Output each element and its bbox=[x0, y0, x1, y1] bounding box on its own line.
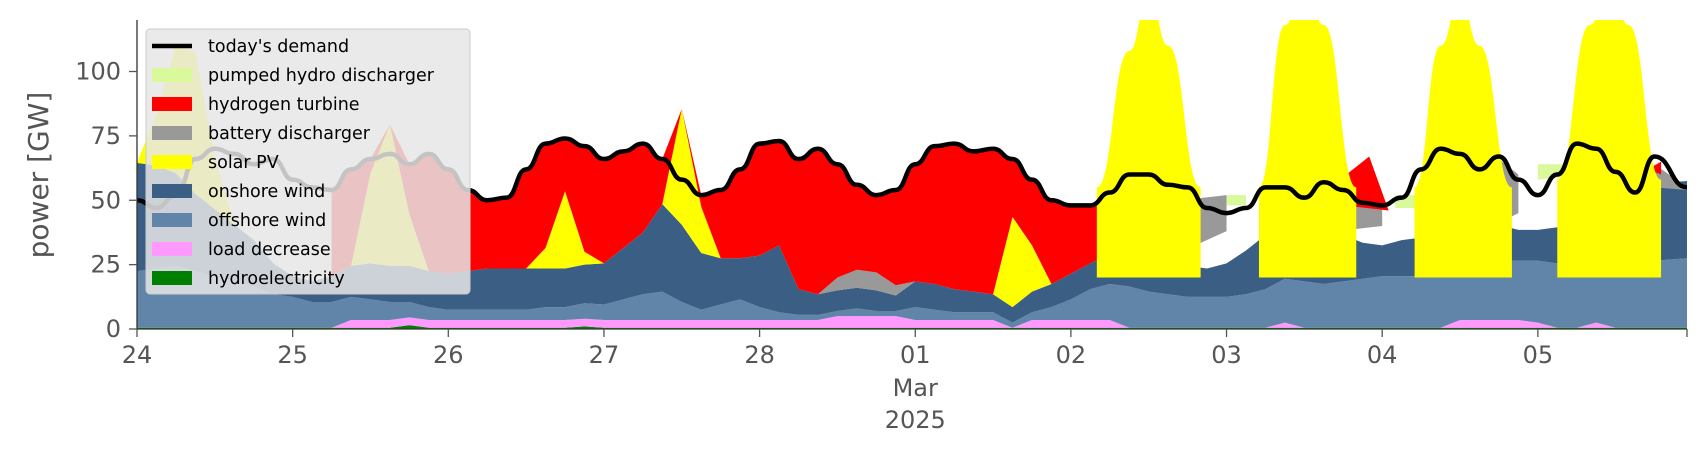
legend-label-hydrogen-turbine: hydrogen turbine bbox=[208, 95, 360, 115]
y-axis-label: power [GW] bbox=[22, 92, 55, 259]
area-onshore-wind bbox=[137, 162, 1687, 323]
area-pumped-hydro-discharger bbox=[1226, 195, 1246, 206]
y-tick-label: 75 bbox=[90, 122, 121, 150]
area-solar-pv-peak bbox=[1557, 20, 1662, 278]
area-hydrogen-turbine bbox=[331, 108, 1130, 295]
area-hydroelectricity bbox=[137, 325, 1687, 329]
x-year-label: 2025 bbox=[885, 406, 946, 434]
area-hydrogen-turbine bbox=[1648, 161, 1662, 175]
x-tick-label: 03 bbox=[1211, 341, 1242, 369]
area-offshore-wind bbox=[137, 253, 1687, 328]
area-solar-pv-peak bbox=[1258, 20, 1357, 278]
x-tick-label: 05 bbox=[1523, 341, 1554, 369]
legend-swatch-load-decrease bbox=[152, 242, 192, 256]
legend-label-hydroelectricity: hydroelectricity bbox=[208, 269, 345, 289]
legend-swatch-solar-pv bbox=[152, 155, 192, 169]
legend-label-load-decrease: load decrease bbox=[208, 240, 331, 260]
y-tick-label: 50 bbox=[90, 186, 121, 214]
legend-label-offshore-wind: offshore wind bbox=[208, 211, 326, 231]
x-tick-label: 25 bbox=[277, 341, 308, 369]
legend-box bbox=[145, 28, 471, 295]
legend-label-onshore-wind: onshore wind bbox=[208, 182, 325, 202]
x-tick-label: 26 bbox=[433, 341, 464, 369]
legend-label-solar-pv: solar PV bbox=[208, 153, 279, 173]
y-tick-label: 0 bbox=[106, 315, 121, 343]
y-tick-label: 25 bbox=[90, 251, 121, 279]
area-solar-pv-peak bbox=[1096, 20, 1201, 278]
area-solar-pv-peak bbox=[1414, 20, 1512, 278]
area-load-decrease bbox=[137, 316, 1687, 328]
x-tick-label: 24 bbox=[122, 341, 153, 369]
legend: today's demand pumped hydro discharger hyd… bbox=[145, 28, 471, 295]
legend-swatch-onshore-wind bbox=[152, 184, 192, 198]
legend-swatch-hydrogen-turbine bbox=[152, 97, 192, 111]
y-tick-label: 100 bbox=[75, 58, 121, 86]
x-month-label: Mar bbox=[893, 374, 938, 402]
x-tick-label: 01 bbox=[900, 341, 931, 369]
x-tick-label: 28 bbox=[744, 341, 775, 369]
legend-swatch-battery-discharger bbox=[152, 126, 192, 140]
legend-swatch-offshore-wind bbox=[152, 213, 192, 227]
legend-swatch-pumped-hydro-discharger bbox=[152, 68, 192, 82]
axes: 0 25 50 75 100 24 25 26 27 28 01 02 03 04 05 Mar 2025 bbox=[75, 20, 1688, 434]
legend-label-pumped-hydro-discharger: pumped hydro discharger bbox=[208, 66, 435, 86]
legend-swatch-hydroelectricity bbox=[152, 271, 192, 285]
area-layers bbox=[137, 20, 1687, 329]
x-tick-label: 02 bbox=[1056, 341, 1087, 369]
x-tick-label: 27 bbox=[589, 341, 620, 369]
x-tick-label: 04 bbox=[1367, 341, 1398, 369]
legend-label-today-s-demand: today's demand bbox=[208, 37, 349, 57]
legend-label-battery-discharger: battery discharger bbox=[208, 124, 371, 144]
